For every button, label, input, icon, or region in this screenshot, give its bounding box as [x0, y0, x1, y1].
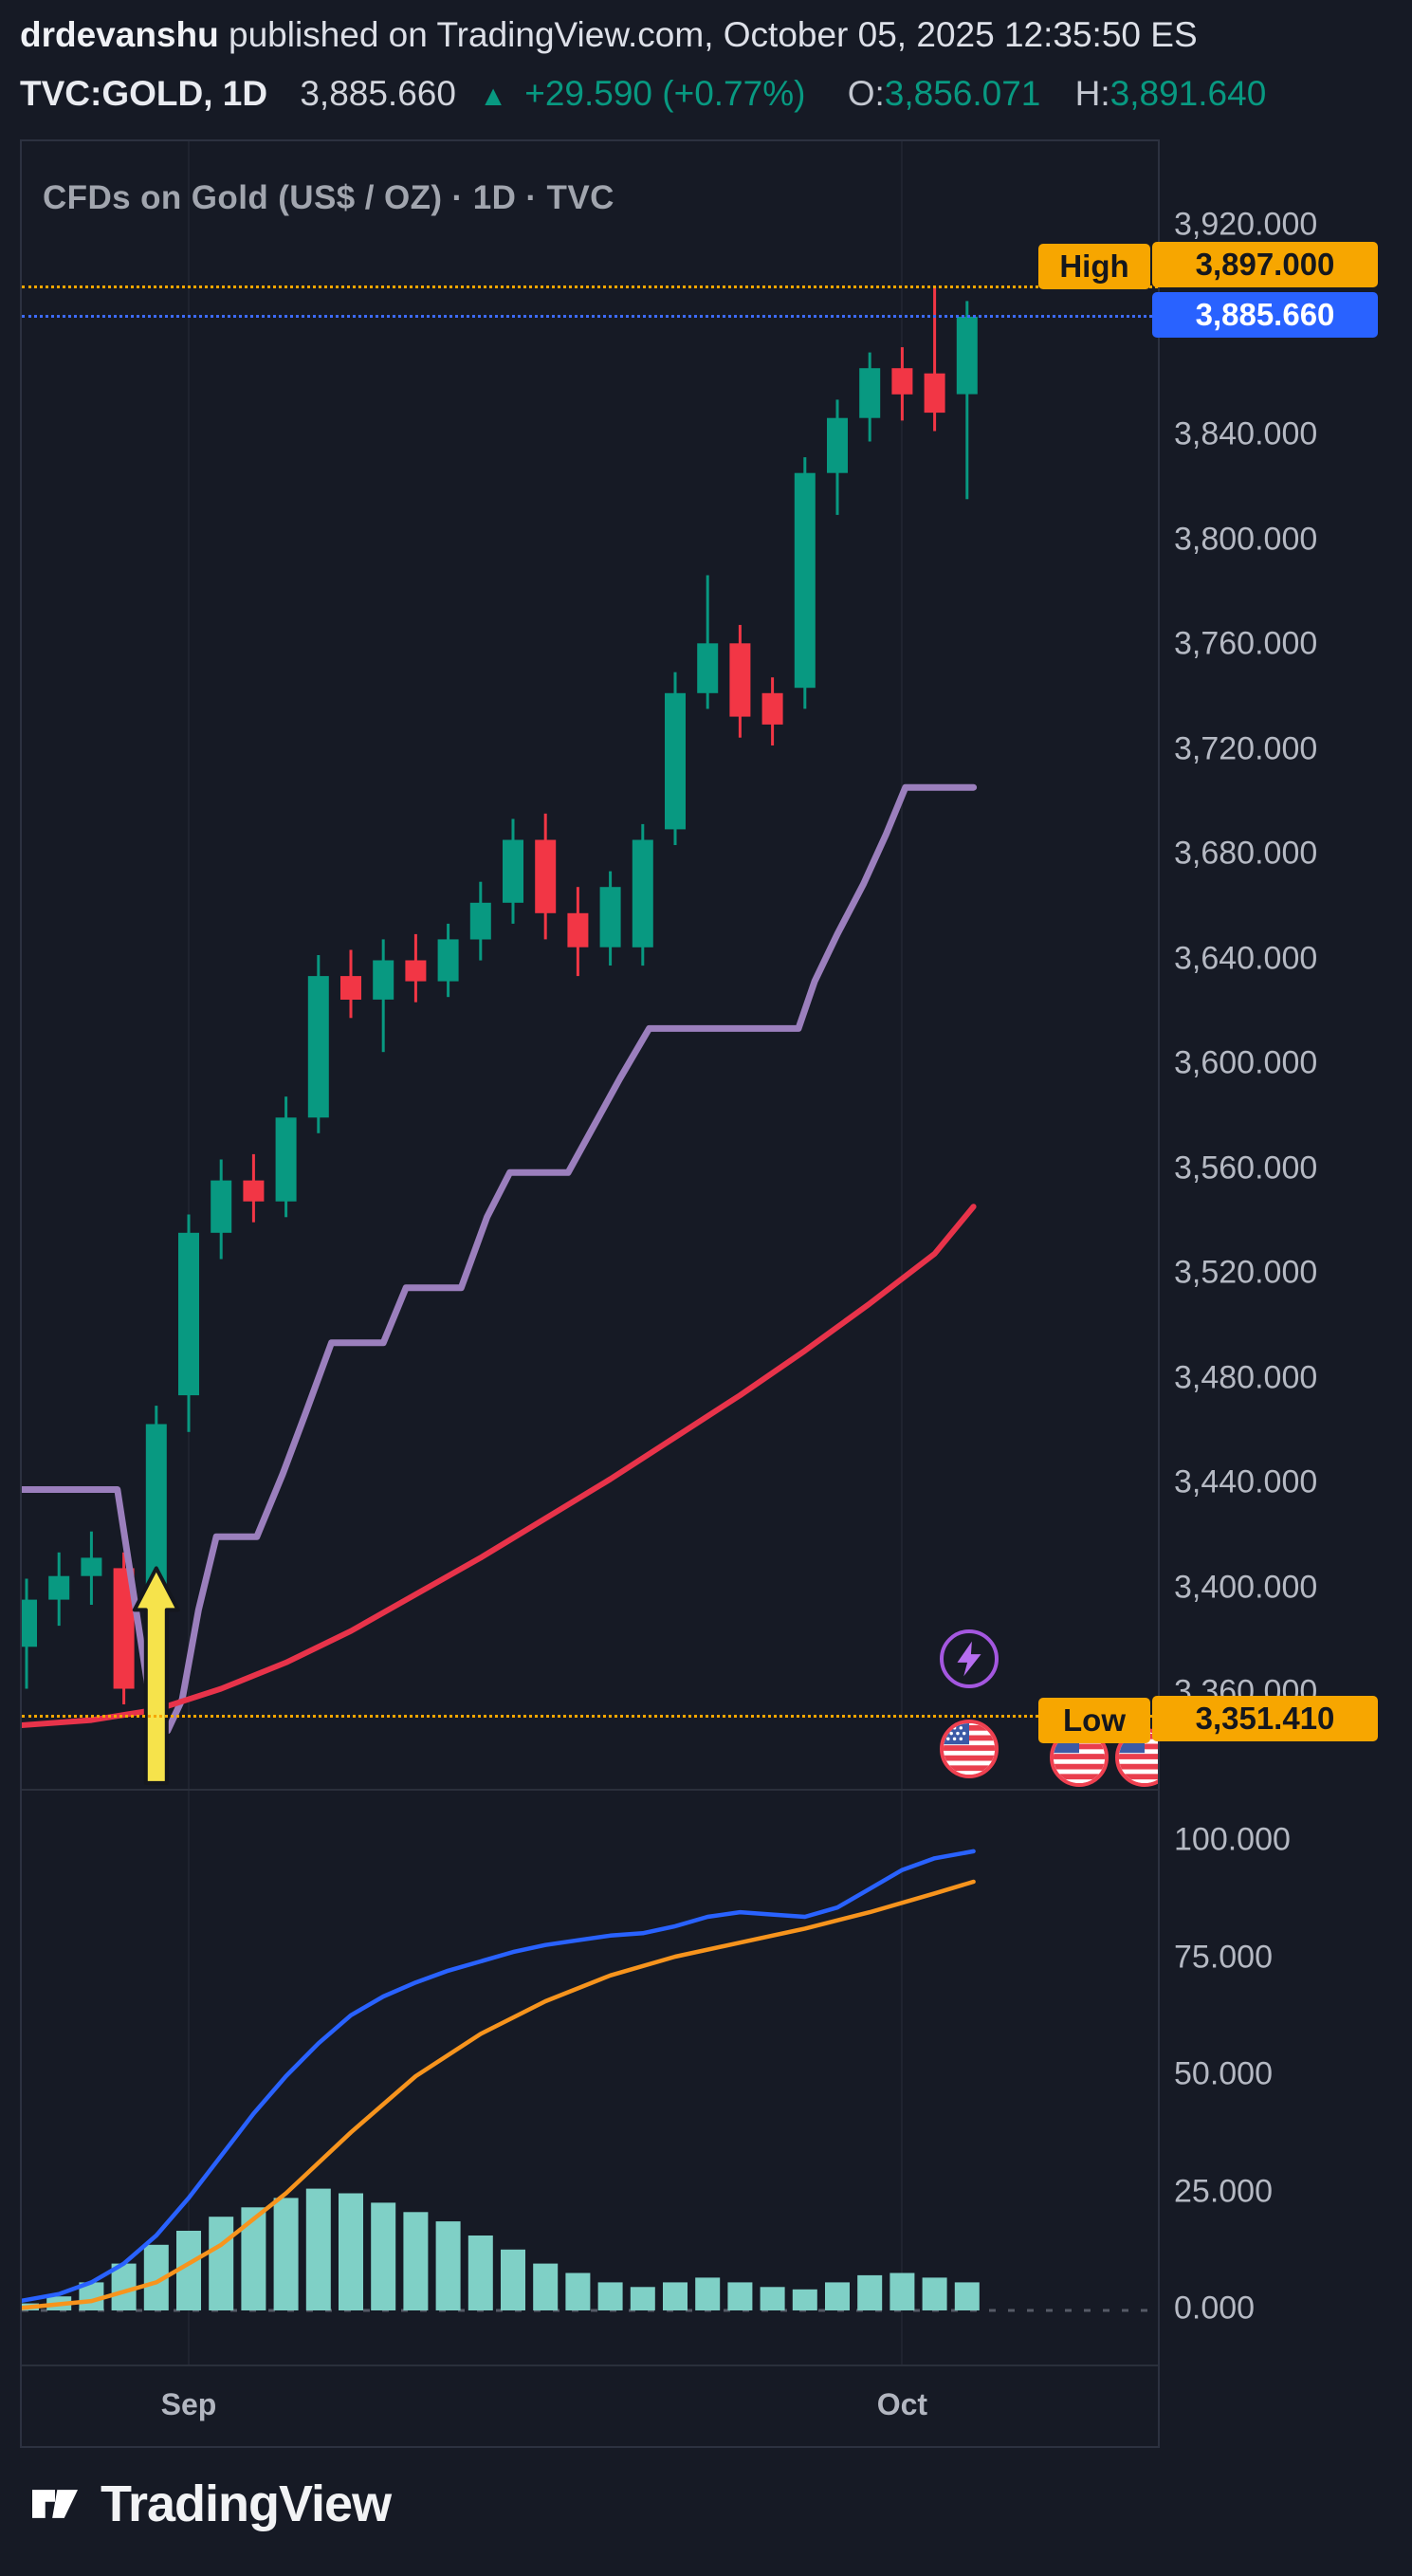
price-tick: 3,840.000: [1174, 415, 1318, 452]
open-label: O:: [847, 74, 885, 113]
us-flag-icon[interactable]: [1115, 1728, 1158, 1787]
byline: drdevanshu published on TradingView.com,…: [20, 15, 1198, 55]
last-price: 3,885.660: [300, 74, 456, 113]
lightning-icon[interactable]: [940, 1629, 999, 1688]
byline-text: published on TradingView.com, October 05…: [218, 15, 1198, 54]
price-tick: 3,520.000: [1174, 1254, 1318, 1291]
up-arrow-annotation[interactable]: [132, 1566, 180, 1785]
open-value: 3,856.071: [884, 74, 1041, 113]
high-dotted-line: [22, 285, 1158, 288]
tradingview-logo-icon: [32, 2490, 78, 2518]
time-label: Sep: [160, 2387, 217, 2421]
pane-divider[interactable]: [22, 1789, 1158, 1791]
symbol-label[interactable]: TVC:GOLD, 1D: [20, 74, 268, 113]
indicator-tick: 50.000: [1174, 2055, 1273, 2092]
indicator-tick: 25.000: [1174, 2173, 1273, 2209]
high-label: H:: [1074, 74, 1110, 113]
candlestick-series: [22, 286, 978, 1717]
chart-area[interactable]: CFDs on Gold (US$ / OZ) · 1D · TVC High …: [20, 139, 1160, 2448]
up-triangle-icon: ▲: [479, 81, 507, 112]
high-name-tag: High: [1038, 243, 1150, 289]
indicator-histogram: [22, 2188, 980, 2310]
author-name: drdevanshu: [20, 15, 219, 54]
indicator-tick: 0.000: [1174, 2290, 1256, 2327]
price-tick: 3,800.000: [1174, 521, 1318, 557]
time-axis-divider: [22, 2364, 1158, 2366]
gridline-oct: [901, 141, 904, 2364]
low-value-tag: 3,351.410: [1152, 1695, 1378, 1741]
tradingview-brand-link[interactable]: TradingView: [25, 2474, 392, 2534]
indicator-line-slow: [22, 1879, 976, 2310]
open-value-group: O:3,856.071: [848, 74, 1041, 113]
price-tick: 3,760.000: [1174, 625, 1318, 662]
high-value-tag: 3,897.000: [1152, 241, 1378, 287]
last-price-dotted-line: [22, 314, 1158, 318]
price-tick: 3,640.000: [1174, 940, 1318, 976]
chart-legend-title[interactable]: CFDs on Gold (US$ / OZ) · 1D · TVC: [43, 179, 614, 216]
price-change: +29.590 (+0.77%): [524, 74, 806, 113]
price-tick: 3,720.000: [1174, 730, 1318, 766]
last-price-value-tag: 3,885.660: [1152, 291, 1378, 338]
us-flag-icon[interactable]: [940, 1720, 999, 1778]
low-name-tag: Low: [1038, 1697, 1150, 1743]
indicator-tick: 100.000: [1174, 1821, 1291, 1858]
indicator-tick: 75.000: [1174, 1939, 1273, 1975]
price-axis[interactable]: 3,897.000 3,885.660 3,351.410 3,920.000 3…: [1152, 139, 1412, 2444]
price-tick: 3,920.000: [1174, 206, 1318, 243]
chart-canvas[interactable]: [22, 141, 1158, 2446]
high-value-group: H:3,891.640: [1075, 74, 1267, 113]
ma-line: [22, 1204, 977, 1728]
price-tick: 3,600.000: [1174, 1044, 1318, 1081]
price-tick: 3,480.000: [1174, 1359, 1318, 1395]
time-label: Oct: [876, 2387, 928, 2421]
price-tick: 3,560.000: [1174, 1150, 1318, 1186]
step-trend-line: [22, 783, 978, 1735]
brand-name: TradingView: [101, 2475, 392, 2532]
indicator-line-fast: [22, 1849, 976, 2304]
low-dotted-line: [22, 1714, 1158, 1718]
price-tick: 3,680.000: [1174, 835, 1318, 872]
ticker-row: TVC:GOLD, 1D 3,885.660 ▲ +29.590 (+0.77%…: [20, 74, 1291, 114]
price-tick: 3,400.000: [1174, 1569, 1318, 1605]
high-value: 3,891.640: [1109, 74, 1267, 113]
price-tick: 3,440.000: [1174, 1463, 1318, 1500]
